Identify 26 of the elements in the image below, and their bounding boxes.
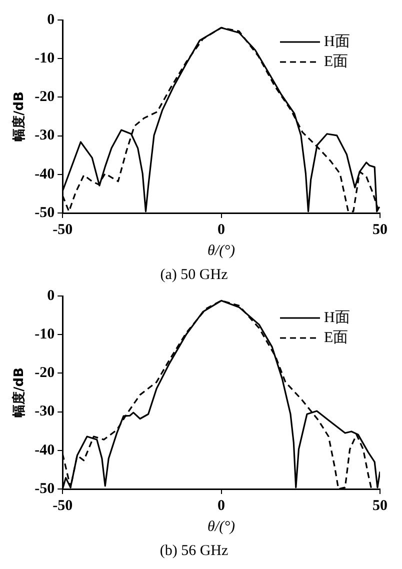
y-tick-label: -30 xyxy=(34,404,55,420)
legend-label: H面 xyxy=(324,34,350,50)
text: (a) 50 GHz xyxy=(160,266,228,283)
x-tick-label: 0 xyxy=(218,222,226,238)
y-tick-label: -10 xyxy=(34,50,55,66)
text: (b) 56 GHz xyxy=(160,542,228,559)
y-tick-label: -40 xyxy=(34,166,55,182)
y-tick-label: -30 xyxy=(34,128,55,144)
y-tick-label: -10 xyxy=(34,326,55,342)
legend-label: E面 xyxy=(324,54,348,70)
legend-label: E面 xyxy=(324,330,348,346)
x-tick-label: 0 xyxy=(218,498,226,514)
y-tick-label: -50 xyxy=(34,204,55,221)
y-tick-label: -50 xyxy=(34,480,55,497)
y-axis-title: 幅度/dB xyxy=(11,92,28,142)
y-tick-label: -20 xyxy=(34,365,55,382)
x-tick-label: 50 xyxy=(372,498,388,514)
x-axis-title: θ/(°) xyxy=(208,242,236,259)
x-axis-title: θ/(°) xyxy=(208,518,236,535)
x-tick-label: 50 xyxy=(372,222,388,238)
y-tick-label: -40 xyxy=(34,442,55,458)
y-axis-title: 幅度/dB xyxy=(11,368,28,418)
y-tick-label: 0 xyxy=(47,12,55,28)
y-tick-label: -20 xyxy=(34,89,55,106)
y-tick-label: 0 xyxy=(47,288,55,304)
legend-label: H面 xyxy=(324,310,350,326)
